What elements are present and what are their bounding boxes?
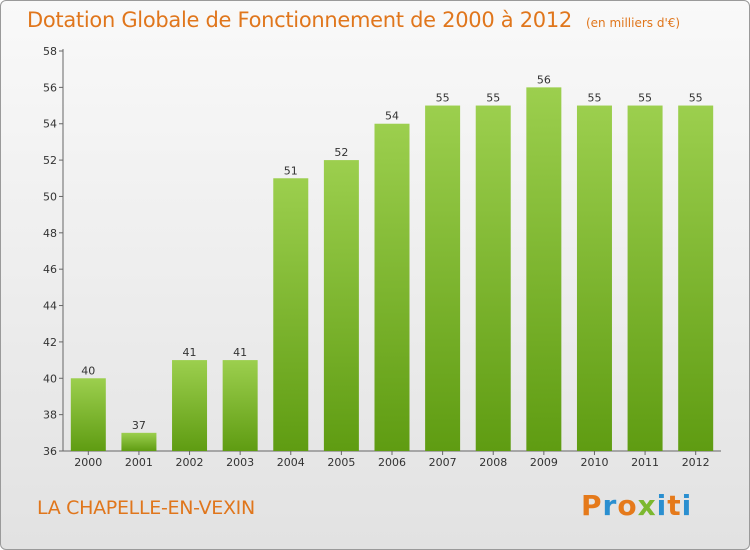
- commune-name: LA CHAPELLE-EN-VEXIN: [37, 497, 255, 519]
- logo-letter: t: [667, 489, 682, 522]
- bar-value-label: 55: [689, 92, 703, 105]
- bar-value-label: 56: [537, 73, 551, 86]
- x-tick-label: 2000: [74, 456, 102, 469]
- y-tick-label: 36: [43, 445, 57, 458]
- logo-letter: i: [681, 489, 693, 522]
- y-tick-label: 52: [43, 154, 57, 167]
- bar-2003: [222, 360, 258, 451]
- bar-value-label: 41: [183, 346, 197, 359]
- bar-2006: [374, 123, 410, 452]
- chart-unit: (en milliers d'€): [585, 16, 681, 30]
- x-tick-label: 2007: [429, 456, 457, 469]
- bar-2009: [526, 87, 562, 451]
- logo-letter: o: [617, 489, 638, 522]
- x-tick-label: 2006: [378, 456, 406, 469]
- x-tick-label: 2012: [682, 456, 710, 469]
- x-tick-label: 2011: [631, 456, 659, 469]
- y-tick-label: 50: [43, 190, 57, 203]
- x-tick-label: 2002: [176, 456, 204, 469]
- bar-2005: [323, 160, 359, 451]
- chart-labels: 40 37 41 41 51 52 54 55 55 56 55 55 55: [81, 73, 702, 431]
- logo-letter: x: [637, 489, 657, 522]
- y-tick-label: 46: [43, 263, 57, 276]
- logo-letter: r: [602, 489, 618, 522]
- bar-value-label: 55: [587, 92, 601, 105]
- bar-2001: [121, 432, 157, 451]
- bar-2002: [172, 360, 208, 451]
- x-tick-label: 2001: [125, 456, 153, 469]
- bar-2012: [678, 105, 714, 451]
- proxiti-logo[interactable]: Proxiti: [581, 489, 692, 522]
- bar-2000: [70, 378, 106, 451]
- chart-title: Dotation Globale de Fonctionnement de 20…: [27, 8, 572, 32]
- logo-letter: i: [656, 489, 668, 522]
- chart-axes: 36 38 40 42 44 46 48 50 52 54 56 58 2000 2001 2002 2003…: [43, 45, 721, 469]
- bar-value-label: 51: [284, 164, 298, 177]
- bar-2004: [273, 178, 309, 452]
- bar-2008: [475, 105, 511, 451]
- y-tick-label: 44: [43, 300, 57, 313]
- bar-value-label: 37: [132, 419, 146, 432]
- x-tick-label: 2010: [580, 456, 608, 469]
- chart-bars: [70, 87, 714, 452]
- y-tick-label: 40: [43, 372, 57, 385]
- bar-2010: [576, 105, 612, 451]
- y-tick-label: 38: [43, 409, 57, 422]
- x-tick-label: 2005: [327, 456, 355, 469]
- y-tick-label: 58: [43, 45, 57, 58]
- y-tick-label: 48: [43, 227, 57, 240]
- x-tick-label: 2008: [479, 456, 507, 469]
- bar-value-label: 52: [334, 146, 348, 159]
- logo-letter: P: [581, 489, 603, 522]
- bar-value-label: 41: [233, 346, 247, 359]
- y-tick-label: 54: [43, 118, 57, 131]
- y-tick-label: 42: [43, 336, 57, 349]
- bar-value-label: 55: [436, 92, 450, 105]
- bar-value-label: 55: [486, 92, 500, 105]
- bar-value-label: 40: [81, 364, 95, 377]
- bar-2011: [627, 105, 663, 451]
- bar-value-label: 54: [385, 110, 399, 123]
- chart-title-line: Dotation Globale de Fonctionnement de 20…: [27, 8, 680, 32]
- x-tick-label: 2003: [226, 456, 254, 469]
- bar-2007: [425, 105, 461, 451]
- bar-value-label: 55: [638, 92, 652, 105]
- x-tick-label: 2004: [277, 456, 305, 469]
- x-tick-label: 2009: [530, 456, 558, 469]
- y-tick-label: 56: [43, 81, 57, 94]
